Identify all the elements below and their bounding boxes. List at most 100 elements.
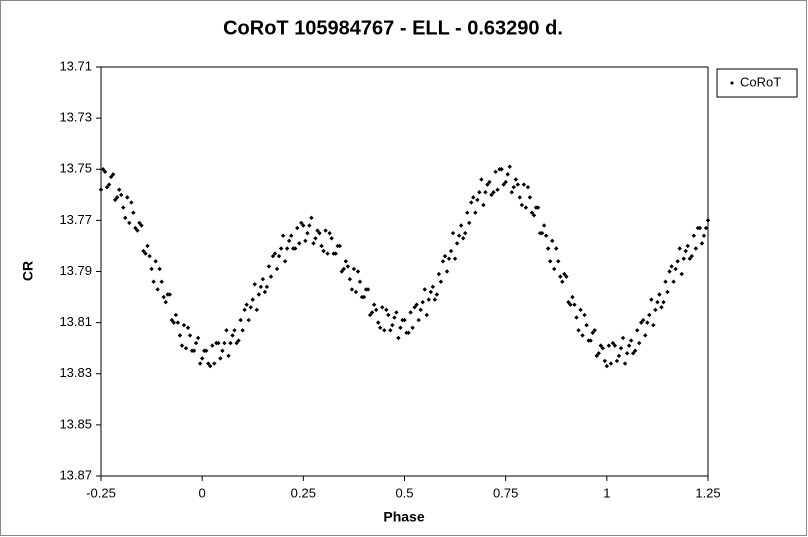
point [272,251,278,256]
point [428,289,434,295]
point [353,289,359,295]
y-tick-label: 13.85 [59,416,92,431]
point [406,330,411,336]
point [574,315,579,320]
point [554,246,559,251]
point [127,220,132,226]
point [584,322,589,328]
point [230,333,235,338]
point [460,236,466,241]
point [578,307,583,313]
chart-title: CoRoT 105984767 - ELL - 0.63290 d. [223,17,563,39]
point [238,317,243,323]
point [517,195,523,200]
point [624,351,630,356]
point [525,184,531,190]
point [327,230,332,236]
point [333,251,338,256]
point [487,179,492,185]
point [479,177,484,182]
point [647,312,652,318]
point [426,297,431,302]
point [507,164,512,169]
y-tick-label: 13.79 [59,263,92,278]
point [163,299,168,305]
point [167,292,172,297]
point [442,253,448,259]
point [191,348,197,353]
point [311,241,316,246]
point [288,233,294,238]
point [620,335,626,341]
point [280,233,286,238]
point [242,307,247,313]
point [224,328,229,333]
point [483,190,488,195]
point [550,238,555,244]
point [566,299,571,305]
point [485,182,490,187]
point [513,177,518,182]
point [541,223,547,228]
point [256,292,262,297]
point [339,269,344,274]
point [705,218,711,223]
point [278,246,284,251]
point [119,192,124,198]
point [681,256,686,261]
point [305,230,310,236]
x-tick-label: 1 [603,485,610,500]
point [410,325,415,330]
point [535,205,541,210]
point [125,195,130,200]
point [392,315,397,320]
point [373,307,379,313]
point [683,248,688,254]
point [594,353,599,359]
point [424,312,429,318]
point [260,276,266,282]
point [515,182,521,187]
point [102,169,108,175]
point [367,312,373,318]
point [216,340,221,346]
x-tick-label: 1.25 [695,485,720,500]
point [204,348,209,353]
point [637,340,642,346]
point [369,310,375,315]
y-tick-label: 13.83 [59,365,92,380]
point [531,213,537,218]
point [307,223,312,228]
point [491,190,496,195]
point [456,233,462,238]
point [193,340,199,346]
point [503,179,508,185]
point [121,205,126,210]
point [552,266,557,272]
point [432,297,438,302]
point [430,284,436,290]
point [386,312,391,318]
point [131,210,136,215]
point [634,328,640,333]
point [412,305,417,310]
point [208,363,213,369]
point [463,230,468,236]
point [394,310,399,315]
point [588,338,593,343]
point [143,251,148,256]
y-tick-label: 13.73 [59,110,92,125]
point [691,233,697,238]
point [135,228,140,233]
point [378,325,383,330]
point [452,256,458,261]
point [493,169,498,175]
point [489,192,494,198]
point [600,345,605,351]
point [402,317,407,323]
point [390,322,395,328]
point [444,269,450,274]
point [697,225,703,231]
point [169,317,175,323]
